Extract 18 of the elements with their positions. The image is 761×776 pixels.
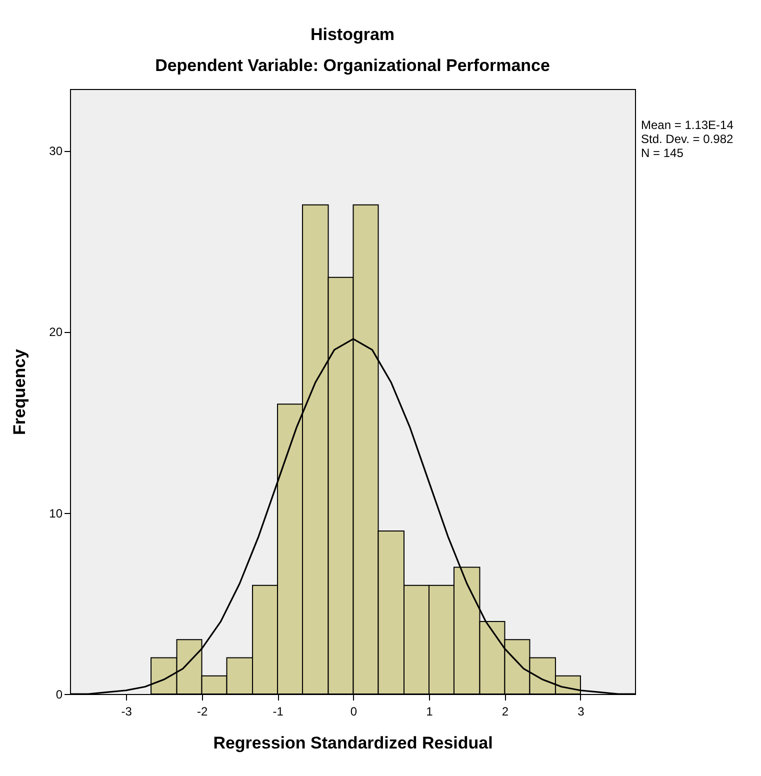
y-tick-label: 10	[49, 506, 63, 520]
x-tick-label: 0	[350, 704, 358, 718]
y-axis-title: Frequency	[10, 348, 30, 435]
y-tick-label: 0	[56, 688, 63, 702]
text: N = 145	[641, 146, 684, 160]
x-axis-title: Regression Standardized Residual	[213, 734, 493, 752]
text: Mean = 1.13E-14	[641, 118, 734, 132]
x-tick-label: 1	[426, 704, 434, 718]
y-tick-label: 30	[49, 144, 63, 158]
chart-title: Histogram	[310, 25, 395, 44]
x-tick-label: 2	[502, 704, 509, 718]
x-tick-label: -1	[272, 704, 284, 718]
x-tick-label: -3	[121, 704, 132, 718]
text: Std. Dev. = 0.982	[641, 132, 734, 146]
x-tick-label: -2	[196, 704, 208, 718]
x-tick-label: 3	[578, 704, 585, 718]
chart-subtitle: Dependent Variable: Organizational Performance	[155, 56, 550, 75]
y-tick-label: 20	[49, 325, 63, 340]
